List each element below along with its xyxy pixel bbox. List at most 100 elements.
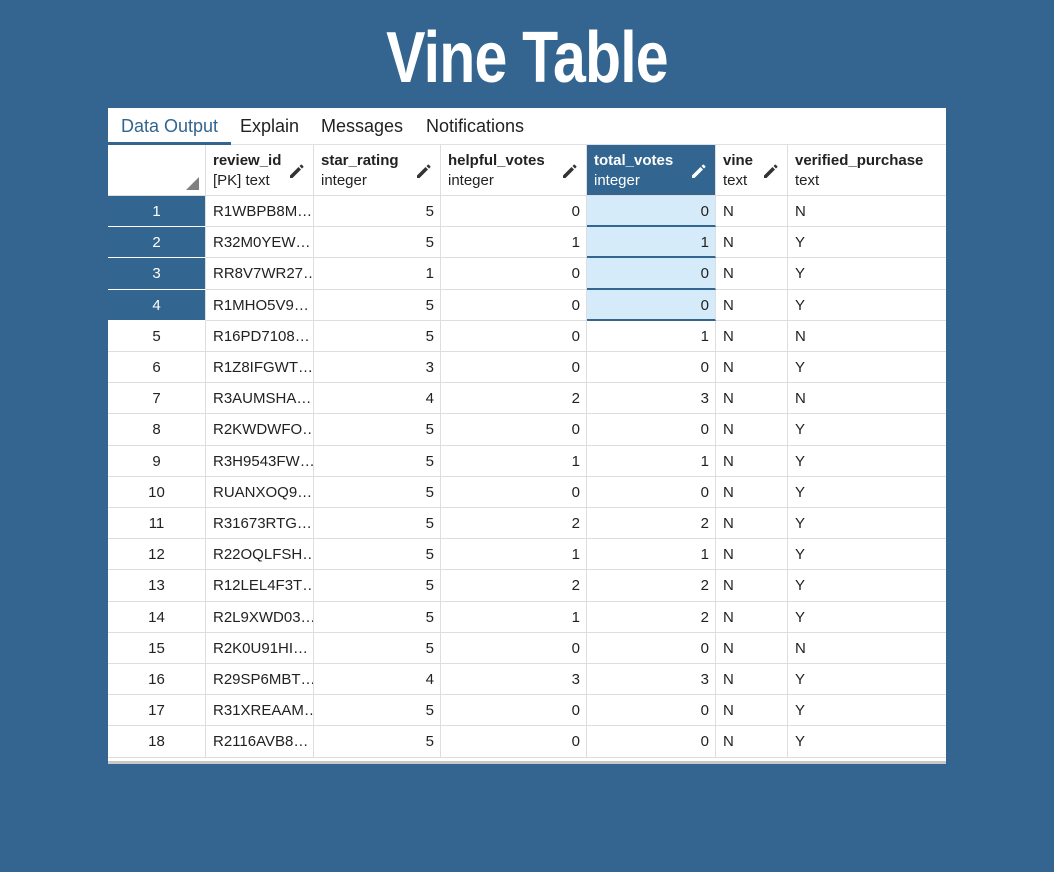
cell-helpful-votes[interactable]: 1 bbox=[441, 539, 587, 570]
cell-helpful-votes[interactable]: 0 bbox=[441, 726, 587, 758]
cell-vine[interactable]: N bbox=[716, 352, 788, 383]
cell-review-id[interactable]: RUANXOQ9… bbox=[206, 477, 314, 508]
row-number[interactable]: 18 bbox=[108, 726, 206, 758]
cell-total-votes[interactable]: 1 bbox=[587, 227, 716, 258]
cell-vine[interactable]: N bbox=[716, 477, 788, 508]
cell-review-id[interactable]: R2L9XWD03… bbox=[206, 602, 314, 633]
cell-star-rating[interactable]: 5 bbox=[314, 321, 441, 352]
cell-review-id[interactable]: R1MHO5V9… bbox=[206, 290, 314, 321]
row-number[interactable]: 14 bbox=[108, 602, 206, 633]
pencil-icon[interactable] bbox=[414, 162, 432, 180]
cell-total-votes[interactable]: 1 bbox=[587, 321, 716, 352]
cell-helpful-votes[interactable]: 1 bbox=[441, 602, 587, 633]
cell-review-id[interactable]: R2K0U91HI… bbox=[206, 633, 314, 664]
cell-verified-purchase[interactable]: Y bbox=[788, 539, 946, 570]
cell-star-rating[interactable]: 5 bbox=[314, 414, 441, 446]
cell-review-id[interactable]: RR8V7WR27… bbox=[206, 258, 314, 290]
row-number[interactable]: 3 bbox=[108, 258, 206, 290]
cell-vine[interactable]: N bbox=[716, 570, 788, 602]
cell-total-votes[interactable]: 1 bbox=[587, 446, 716, 477]
row-number[interactable]: 4 bbox=[108, 290, 206, 321]
horizontal-scrollbar[interactable] bbox=[108, 761, 946, 764]
column-header-vine[interactable]: vine text bbox=[716, 145, 788, 196]
tab-explain[interactable]: Explain bbox=[240, 116, 300, 136]
cell-total-votes[interactable]: 0 bbox=[587, 258, 716, 290]
row-number[interactable]: 10 bbox=[108, 477, 206, 508]
cell-verified-purchase[interactable]: Y bbox=[788, 602, 946, 633]
cell-verified-purchase[interactable]: Y bbox=[788, 695, 946, 726]
row-number[interactable]: 12 bbox=[108, 539, 206, 570]
row-number[interactable]: 15 bbox=[108, 633, 206, 664]
row-number[interactable]: 9 bbox=[108, 446, 206, 477]
cell-star-rating[interactable]: 5 bbox=[314, 539, 441, 570]
cell-helpful-votes[interactable]: 0 bbox=[441, 258, 587, 290]
cell-helpful-votes[interactable]: 2 bbox=[441, 508, 587, 539]
cell-vine[interactable]: N bbox=[716, 602, 788, 633]
cell-helpful-votes[interactable]: 1 bbox=[441, 227, 587, 258]
cell-vine[interactable]: N bbox=[716, 414, 788, 446]
tab-data-output[interactable]: Data Output bbox=[108, 108, 232, 145]
cell-total-votes[interactable]: 3 bbox=[587, 383, 716, 414]
cell-star-rating[interactable]: 3 bbox=[314, 352, 441, 383]
cell-verified-purchase[interactable]: Y bbox=[788, 227, 946, 258]
tab-messages[interactable]: Messages bbox=[321, 116, 404, 136]
cell-helpful-votes[interactable]: 0 bbox=[441, 290, 587, 321]
column-header-total-votes[interactable]: total_votes integer bbox=[587, 145, 716, 196]
cell-star-rating[interactable]: 5 bbox=[314, 227, 441, 258]
cell-review-id[interactable]: R1Z8IFGWT… bbox=[206, 352, 314, 383]
cell-total-votes[interactable]: 0 bbox=[587, 414, 716, 446]
cell-total-votes[interactable]: 0 bbox=[587, 352, 716, 383]
cell-review-id[interactable]: R31673RTG… bbox=[206, 508, 314, 539]
cell-review-id[interactable]: R3AUMSHA… bbox=[206, 383, 314, 414]
cell-helpful-votes[interactable]: 0 bbox=[441, 414, 587, 446]
cell-total-votes[interactable]: 1 bbox=[587, 539, 716, 570]
cell-helpful-votes[interactable]: 0 bbox=[441, 633, 587, 664]
cell-verified-purchase[interactable]: Y bbox=[788, 446, 946, 477]
cell-review-id[interactable]: R22OQLFSH… bbox=[206, 539, 314, 570]
cell-vine[interactable]: N bbox=[716, 258, 788, 290]
column-header-review-id[interactable]: review_id [PK] text bbox=[206, 145, 314, 196]
cell-star-rating[interactable]: 5 bbox=[314, 196, 441, 227]
row-number[interactable]: 2 bbox=[108, 227, 206, 258]
column-header-star-rating[interactable]: star_rating integer bbox=[314, 145, 441, 196]
cell-verified-purchase[interactable]: Y bbox=[788, 726, 946, 758]
cell-star-rating[interactable]: 5 bbox=[314, 508, 441, 539]
cell-star-rating[interactable]: 4 bbox=[314, 664, 441, 695]
cell-star-rating[interactable]: 1 bbox=[314, 258, 441, 290]
cell-review-id[interactable]: R32M0YEW… bbox=[206, 227, 314, 258]
cell-review-id[interactable]: R1WBPB8M… bbox=[206, 196, 314, 227]
cell-total-votes[interactable]: 0 bbox=[587, 477, 716, 508]
cell-helpful-votes[interactable]: 3 bbox=[441, 664, 587, 695]
cell-helpful-votes[interactable]: 1 bbox=[441, 446, 587, 477]
cell-vine[interactable]: N bbox=[716, 446, 788, 477]
cell-review-id[interactable]: R2116AVB8… bbox=[206, 726, 314, 758]
cell-review-id[interactable]: R3H9543FW… bbox=[206, 446, 314, 477]
cell-vine[interactable]: N bbox=[716, 227, 788, 258]
cell-helpful-votes[interactable]: 0 bbox=[441, 477, 587, 508]
cell-verified-purchase[interactable]: Y bbox=[788, 664, 946, 695]
cell-verified-purchase[interactable]: N bbox=[788, 196, 946, 227]
row-number[interactable]: 5 bbox=[108, 321, 206, 352]
column-header-helpful-votes[interactable]: helpful_votes integer bbox=[441, 145, 587, 196]
cell-helpful-votes[interactable]: 2 bbox=[441, 383, 587, 414]
row-number[interactable]: 1 bbox=[108, 196, 206, 227]
cell-verified-purchase[interactable]: Y bbox=[788, 290, 946, 321]
cell-star-rating[interactable]: 5 bbox=[314, 446, 441, 477]
cell-total-votes[interactable]: 2 bbox=[587, 508, 716, 539]
cell-star-rating[interactable]: 5 bbox=[314, 290, 441, 321]
row-number[interactable]: 6 bbox=[108, 352, 206, 383]
row-number[interactable]: 13 bbox=[108, 570, 206, 602]
cell-vine[interactable]: N bbox=[716, 633, 788, 664]
cell-helpful-votes[interactable]: 2 bbox=[441, 570, 587, 602]
row-number[interactable]: 16 bbox=[108, 664, 206, 695]
row-number[interactable]: 17 bbox=[108, 695, 206, 726]
pencil-icon[interactable] bbox=[287, 162, 305, 180]
select-all-corner[interactable] bbox=[108, 145, 206, 196]
cell-verified-purchase[interactable]: Y bbox=[788, 570, 946, 602]
cell-verified-purchase[interactable]: Y bbox=[788, 477, 946, 508]
column-header-verified-purchase[interactable]: verified_purchase text bbox=[788, 145, 946, 196]
pencil-icon[interactable] bbox=[761, 162, 779, 180]
pencil-icon[interactable] bbox=[560, 162, 578, 180]
cell-vine[interactable]: N bbox=[716, 508, 788, 539]
row-number[interactable]: 11 bbox=[108, 508, 206, 539]
